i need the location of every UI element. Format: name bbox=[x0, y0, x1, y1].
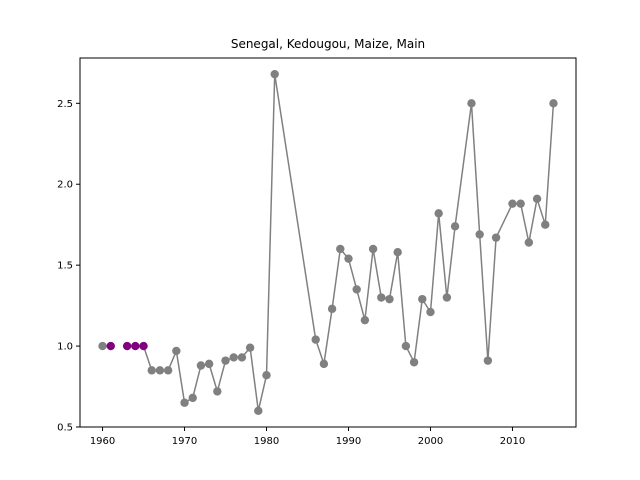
y-tick-label: 0.5 bbox=[57, 423, 73, 434]
plot-area: 1960 1970 1980 1990 2000 2010 0.5 1.0 1.5 2.0 2.5 bbox=[57, 69, 558, 447]
data-point bbox=[508, 199, 517, 208]
data-point bbox=[327, 304, 337, 314]
data-point bbox=[311, 335, 320, 344]
data-point bbox=[352, 285, 361, 294]
data-point bbox=[319, 359, 329, 369]
data-point bbox=[245, 343, 255, 352]
data-point bbox=[98, 341, 107, 351]
data-point bbox=[204, 359, 214, 369]
data-point bbox=[147, 366, 156, 375]
data-point bbox=[377, 293, 386, 302]
data-point bbox=[229, 353, 238, 362]
data-point bbox=[344, 254, 353, 263]
x-tick-label: 1960 bbox=[90, 436, 115, 447]
data-point bbox=[254, 406, 263, 416]
y-tick-label: 1.0 bbox=[57, 342, 73, 353]
data-point bbox=[188, 393, 197, 403]
data-point bbox=[409, 358, 419, 367]
x-tick-label: 1990 bbox=[336, 436, 361, 447]
data-point bbox=[393, 248, 402, 257]
data-point bbox=[336, 244, 345, 254]
data-point bbox=[524, 238, 534, 247]
y-tick-label: 2.5 bbox=[57, 99, 73, 110]
highlighted-data-point bbox=[139, 341, 148, 351]
data-point bbox=[541, 220, 550, 229]
data-point bbox=[418, 294, 427, 304]
data-point bbox=[213, 387, 222, 396]
data-point bbox=[360, 315, 370, 325]
data-point bbox=[475, 230, 484, 239]
highlighted-data-point bbox=[122, 341, 132, 351]
data-point bbox=[401, 341, 411, 351]
data-point bbox=[196, 361, 206, 370]
x-tick-label: 1970 bbox=[172, 436, 197, 447]
x-tick-label: 1980 bbox=[254, 436, 279, 447]
data-point bbox=[172, 346, 181, 356]
data-point bbox=[155, 366, 165, 375]
data-point bbox=[491, 233, 501, 242]
data-point bbox=[516, 199, 525, 208]
y-tick-label: 1.5 bbox=[57, 261, 73, 272]
data-point bbox=[467, 99, 476, 108]
data-point bbox=[163, 366, 173, 375]
data-point bbox=[180, 398, 189, 407]
x-tick-label: 2000 bbox=[418, 436, 443, 447]
data-point bbox=[483, 356, 493, 365]
data-point bbox=[262, 371, 271, 380]
data-point bbox=[442, 293, 452, 302]
axes-frame bbox=[79, 57, 577, 428]
highlighted-data-point bbox=[106, 341, 115, 351]
data-point bbox=[368, 244, 378, 254]
data-point bbox=[450, 222, 460, 231]
data-point bbox=[434, 209, 443, 218]
data-point bbox=[385, 294, 394, 304]
x-tick-label: 2010 bbox=[500, 436, 525, 447]
data-point bbox=[270, 69, 279, 79]
data-point bbox=[532, 194, 542, 204]
data-point bbox=[221, 356, 230, 365]
highlighted-data-point bbox=[131, 341, 140, 351]
data-point bbox=[549, 99, 558, 108]
chart-title: Senegal, Kedougou, Maize, Main bbox=[231, 37, 425, 51]
data-point bbox=[237, 353, 247, 362]
y-tick-label: 2.0 bbox=[57, 180, 73, 191]
data-point bbox=[426, 307, 435, 317]
